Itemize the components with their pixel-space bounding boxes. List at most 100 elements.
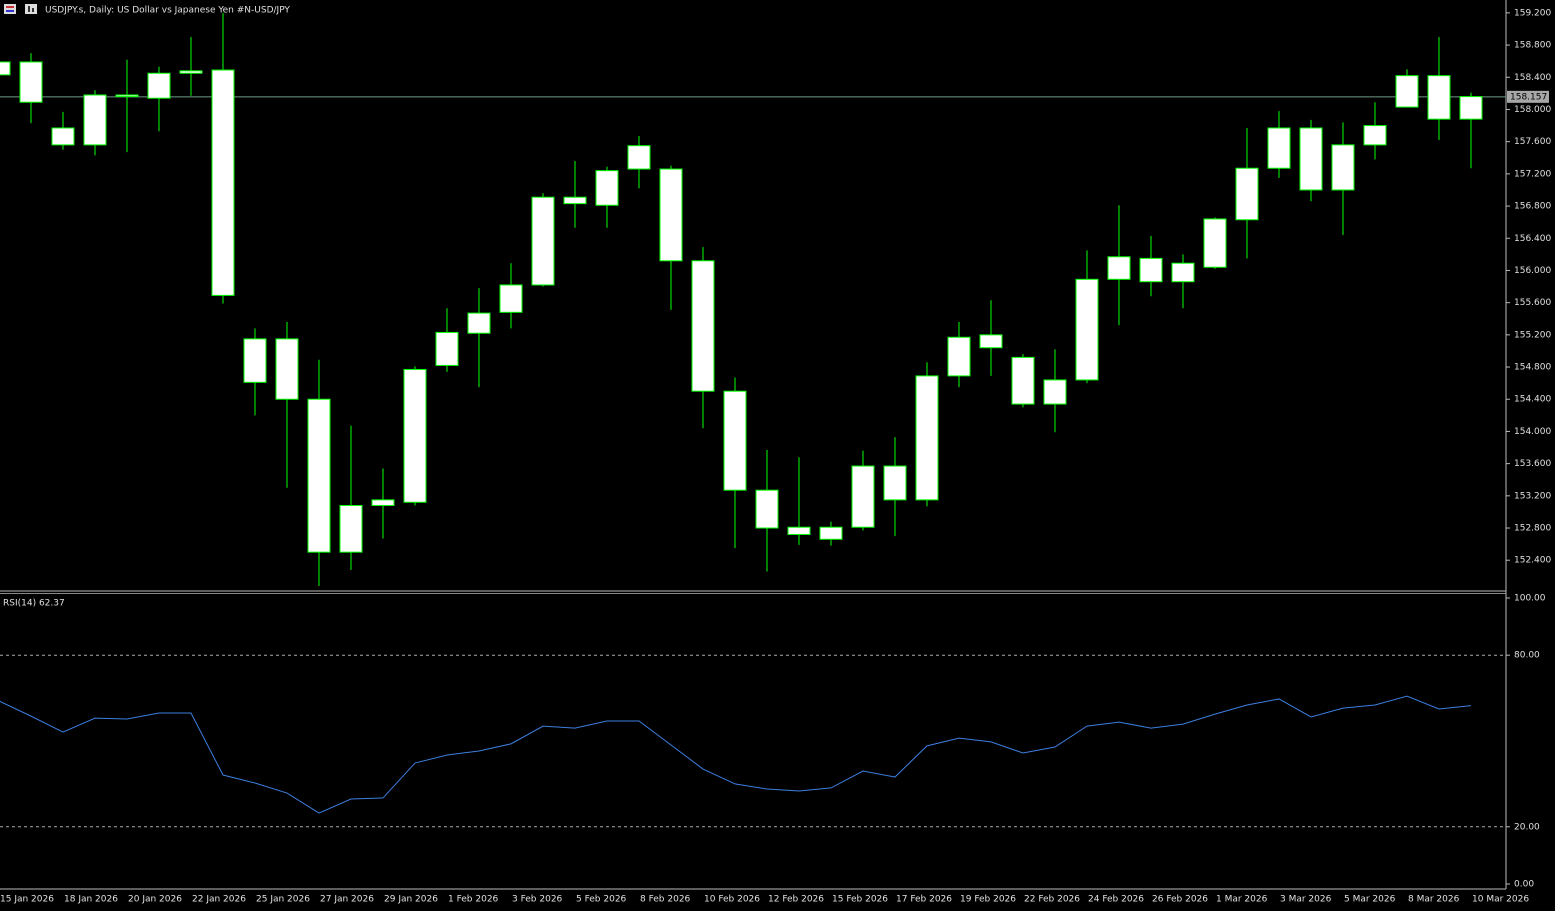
chart-title: USDJPY.s, Daily: US Dollar vs Japanese Y… — [45, 6, 290, 16]
candle-body — [0, 61, 11, 76]
x-tick-label: 1 Mar 2026 — [1216, 895, 1268, 905]
y-tick-label: 158.800 — [1514, 41, 1551, 51]
x-tick-label: 1 Feb 2026 — [448, 895, 499, 905]
candle-body — [1331, 144, 1355, 191]
candle-body — [531, 196, 555, 286]
x-tick-label: 22 Jan 2026 — [192, 895, 246, 905]
candle-body — [979, 334, 1003, 349]
y-tick-label: 155.600 — [1514, 298, 1551, 308]
candle-body — [147, 72, 171, 99]
candle-body — [403, 368, 427, 503]
candle-body — [1043, 379, 1067, 405]
x-tick-label: 12 Feb 2026 — [768, 895, 824, 905]
indicator-title: RSI(14) 62.37 — [3, 599, 65, 609]
candle-body — [819, 526, 843, 540]
candle-body — [275, 338, 299, 400]
x-tick-label: 22 Feb 2026 — [1024, 895, 1080, 905]
x-tick-label: 19 Feb 2026 — [960, 895, 1016, 905]
y-tick-label: 153.200 — [1514, 491, 1551, 501]
y-tick-label: 158.000 — [1514, 105, 1551, 115]
y-tick-label: 157.600 — [1514, 137, 1551, 147]
y-tick-label: 154.800 — [1514, 363, 1551, 373]
candle-body — [915, 375, 939, 501]
price-label-box — [1507, 90, 1549, 103]
icon-detail — [32, 8, 34, 12]
y-tick-label: 152.800 — [1514, 524, 1551, 534]
icon — [4, 4, 16, 14]
x-tick-label: 17 Feb 2026 — [896, 895, 952, 905]
candle-body — [1139, 257, 1163, 283]
y-tick-label: 156.000 — [1514, 266, 1551, 276]
current-price-label: 158.157 — [1510, 92, 1547, 102]
x-tick-label: 29 Jan 2026 — [384, 895, 438, 905]
candle-body — [691, 260, 715, 392]
candle-body — [1267, 127, 1291, 169]
candle-body — [467, 312, 491, 334]
x-tick-label: 5 Mar 2026 — [1344, 895, 1396, 905]
candle-body — [1395, 75, 1419, 108]
y-tick-label: 80.00 — [1514, 651, 1540, 661]
y-tick-label: 157.200 — [1514, 169, 1551, 179]
candle-body — [563, 196, 587, 205]
y-tick-label: 152.400 — [1514, 556, 1551, 566]
x-tick-label: 24 Feb 2026 — [1088, 895, 1144, 905]
x-tick-label: 15 Jan 2026 — [0, 895, 54, 905]
candle-body — [211, 69, 235, 296]
candle-body — [755, 489, 779, 529]
candle-body — [1235, 167, 1259, 221]
x-tick-label: 3 Feb 2026 — [512, 895, 563, 905]
x-tick-label: 10 Feb 2026 — [704, 895, 760, 905]
candle-body — [179, 70, 203, 74]
candle-body — [371, 499, 395, 506]
y-tick-label: 159.200 — [1514, 8, 1551, 18]
x-tick-label: 10 Mar 2026 — [1472, 895, 1529, 905]
candle-body — [595, 170, 619, 206]
x-tick-label: 8 Mar 2026 — [1408, 895, 1460, 905]
x-tick-label: 25 Jan 2026 — [256, 895, 310, 905]
icon-detail — [6, 10, 14, 12]
x-tick-label: 27 Jan 2026 — [320, 895, 374, 905]
candle-body — [83, 94, 107, 146]
candle-body — [723, 390, 747, 491]
x-tick-label: 8 Feb 2026 — [640, 895, 691, 905]
rsi-line — [0, 695, 1472, 814]
icon — [25, 4, 37, 14]
candle-body — [51, 127, 75, 146]
toolbar-icons — [4, 4, 37, 14]
candle-body — [19, 61, 43, 103]
candle-body — [435, 331, 459, 366]
candle-body — [787, 526, 811, 535]
candle-body — [1459, 96, 1483, 120]
candle-body — [1171, 262, 1195, 283]
candle-body — [947, 336, 971, 377]
y-tick-label: 156.400 — [1514, 234, 1551, 244]
y-tick-label: 20.00 — [1514, 822, 1540, 832]
candle-body — [851, 465, 875, 528]
y-tick-label: 155.200 — [1514, 330, 1551, 340]
candle-body — [339, 504, 363, 553]
x-tick-label: 18 Jan 2026 — [64, 895, 118, 905]
x-tick-label: 26 Feb 2026 — [1152, 895, 1208, 905]
candle-body — [1363, 125, 1387, 146]
candle-body — [307, 398, 331, 553]
x-tick-label: 3 Mar 2026 — [1280, 895, 1332, 905]
candle-body — [659, 168, 683, 262]
candle-body — [115, 94, 139, 98]
icon-detail — [28, 6, 30, 12]
x-tick-label: 15 Feb 2026 — [832, 895, 888, 905]
candle-body — [243, 338, 267, 383]
candle-body — [883, 465, 907, 501]
candle-body — [1427, 75, 1451, 120]
candle-body — [1299, 127, 1323, 191]
candle-body — [1075, 278, 1099, 381]
y-tick-label: 100.00 — [1514, 594, 1546, 604]
y-tick-label: 0.00 — [1514, 879, 1534, 889]
y-tick-label: 156.800 — [1514, 202, 1551, 212]
x-tick-label: 5 Feb 2026 — [576, 895, 627, 905]
candle-body — [627, 145, 651, 170]
y-tick-label: 153.600 — [1514, 459, 1551, 469]
icon-detail — [6, 6, 14, 8]
y-tick-label: 158.400 — [1514, 73, 1551, 83]
candle-body — [499, 284, 523, 313]
